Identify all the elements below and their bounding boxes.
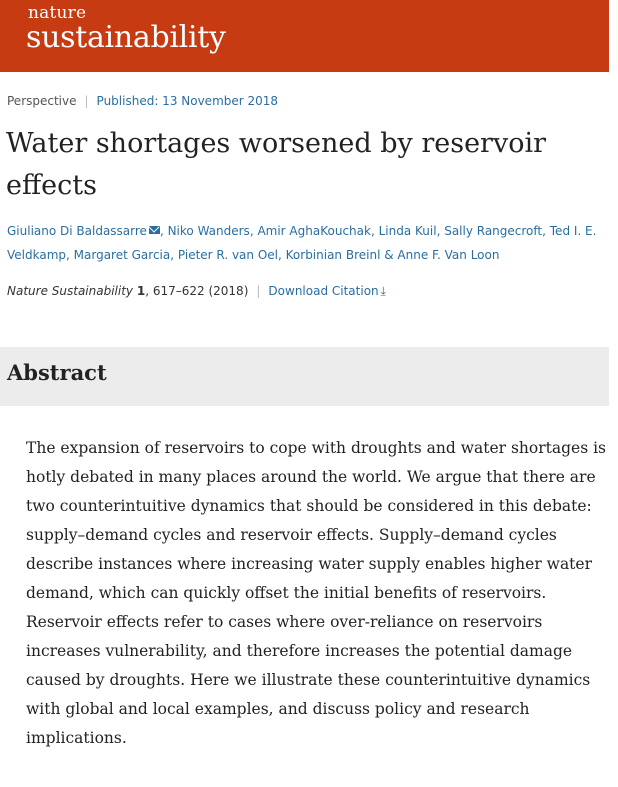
logo-sustainability[interactable]: sustainability bbox=[26, 20, 226, 55]
article-type: Perspective bbox=[7, 94, 77, 108]
logo-nature[interactable]: nature bbox=[28, 3, 87, 23]
meta-separator: | bbox=[84, 94, 89, 108]
author-link[interactable]: Korbinian Breinl bbox=[285, 248, 381, 262]
author-link[interactable]: Pieter R. van Oel bbox=[177, 248, 278, 262]
article-meta: Perspective | Published: 13 November 2018 bbox=[7, 94, 278, 108]
author-link[interactable]: Giuliano Di Baldassarre bbox=[7, 224, 147, 238]
citation-separator: | bbox=[256, 284, 261, 298]
author-link[interactable]: Linda Kuil bbox=[378, 224, 437, 238]
journal-name: Nature Sustainability bbox=[7, 284, 134, 298]
journal-header: nature sustainability bbox=[0, 0, 609, 72]
email-icon[interactable] bbox=[148, 226, 160, 234]
abstract-text: The expansion of reservoirs to cope with… bbox=[26, 439, 606, 747]
download-icon[interactable]: ⤓ bbox=[380, 284, 386, 298]
article-title: Water shortages worsened by reservoir ef… bbox=[6, 128, 547, 201]
abstract-section-header: Abstract bbox=[0, 347, 609, 406]
author-link[interactable]: Sally Rangecroft bbox=[444, 224, 543, 238]
journal-pages: , 617–622 (2018) bbox=[145, 284, 249, 298]
author-list: Giuliano Di Baldassarre, Niko Wanders, A… bbox=[7, 224, 597, 262]
download-citation-link[interactable]: Download Citation bbox=[268, 284, 379, 298]
author-link[interactable]: Margaret Garcia bbox=[73, 248, 171, 262]
published-date: Published: 13 November 2018 bbox=[96, 94, 279, 108]
author-link[interactable]: Anne F. Van Loon bbox=[397, 248, 500, 262]
author-link[interactable]: Amir AghaKouchak bbox=[257, 224, 371, 238]
author-link[interactable]: Ted I. E. Veldkamp bbox=[7, 224, 597, 262]
citation-line: Nature Sustainability 1, 617–622 (2018) |… bbox=[7, 284, 386, 299]
journal-volume: 1 bbox=[136, 284, 146, 298]
author-link[interactable]: Niko Wanders bbox=[167, 224, 250, 238]
abstract-heading: Abstract bbox=[7, 360, 107, 385]
